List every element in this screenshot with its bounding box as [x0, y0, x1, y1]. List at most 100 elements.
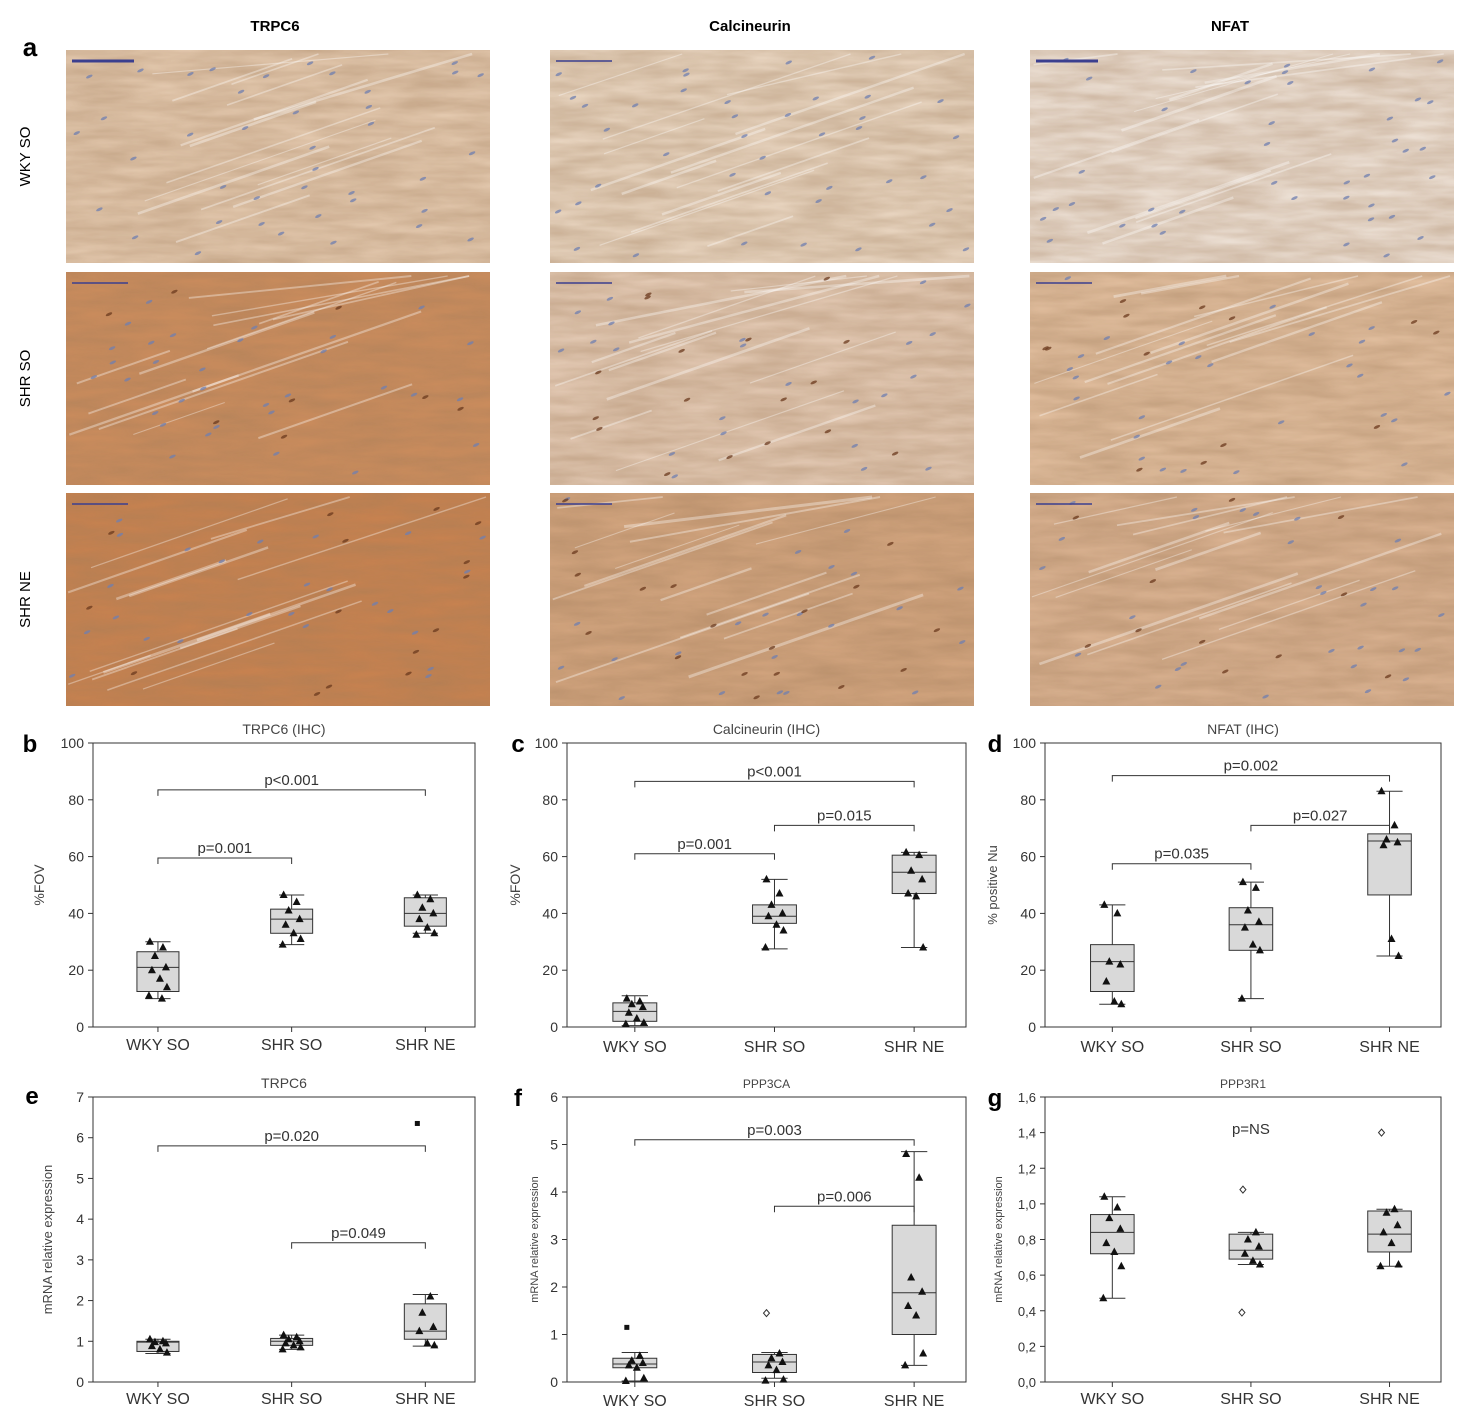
- y-tick-label: 60: [68, 849, 84, 865]
- box: [1367, 833, 1412, 896]
- cell-nucleus: [937, 99, 944, 104]
- y-tick-label: 7: [76, 1089, 84, 1105]
- data-point-triangle: [1243, 1235, 1252, 1243]
- tissue-fiber: [210, 496, 350, 540]
- tissue-fiber: [231, 53, 319, 85]
- cell-nucleus: [159, 422, 167, 427]
- cell-nucleus: [608, 321, 615, 326]
- tissue-fiber: [608, 331, 717, 372]
- cell-nucleus: [671, 474, 678, 479]
- data-point-triangle: [413, 890, 422, 898]
- cell-nucleus: [303, 582, 311, 587]
- row-label: WKY SO: [17, 127, 34, 187]
- comparison-bracket: [291, 1242, 426, 1249]
- cell-nucleus: [419, 176, 427, 181]
- cell-nucleus: [451, 70, 459, 75]
- cell-nucleus: [843, 339, 850, 344]
- data-point-triangle: [1254, 1242, 1263, 1250]
- tissue-fiber: [1223, 496, 1418, 534]
- cell-nucleus: [1239, 508, 1246, 513]
- p-value-label: p=0.015: [817, 807, 872, 824]
- cell-nucleus: [864, 94, 871, 99]
- data-point-triangle: [1110, 1247, 1119, 1255]
- cell-nucleus: [826, 185, 833, 190]
- cell-nucleus: [674, 655, 682, 660]
- cell-nucleus: [472, 442, 480, 447]
- cell-nucleus: [574, 572, 581, 577]
- cell-nucleus: [1320, 591, 1327, 595]
- cell-nucleus: [645, 292, 652, 297]
- cell-nucleus: [145, 299, 153, 304]
- data-point-triangle: [1248, 940, 1257, 948]
- comparison-bracket: [773, 1205, 915, 1213]
- box: [1228, 907, 1274, 951]
- data-point-triangle: [1240, 923, 1249, 931]
- cell-nucleus: [184, 547, 191, 552]
- data-point-triangle: [1117, 999, 1126, 1008]
- data-point-triangle: [918, 874, 927, 883]
- cell-nucleus: [1337, 515, 1345, 520]
- cell-nucleus: [1364, 689, 1372, 694]
- cell-nucleus: [613, 347, 620, 352]
- cell-nucleus: [1340, 592, 1348, 597]
- cell-nucleus: [824, 429, 832, 434]
- tissue-fiber: [90, 498, 288, 569]
- data-point-triangle: [415, 1326, 424, 1335]
- tissue-fiber: [583, 514, 787, 587]
- cell-nucleus: [451, 61, 458, 65]
- cell-nucleus: [302, 624, 310, 629]
- outlier-square: [624, 1324, 630, 1330]
- tissue-fiber: [591, 331, 676, 364]
- cell-nucleus: [554, 209, 562, 214]
- data-point-triangle: [296, 934, 305, 942]
- data-point-triangle: [915, 850, 924, 859]
- data-point-triangle: [1105, 1213, 1114, 1222]
- cell-nucleus: [1133, 434, 1140, 439]
- cell-nucleus: [1388, 214, 1396, 219]
- data-point-triangle: [907, 1273, 916, 1281]
- cell-nucleus: [320, 349, 327, 354]
- data-point-triangle: [1117, 1261, 1126, 1270]
- cell-nucleus: [257, 539, 264, 544]
- tissue-fiber: [237, 496, 487, 581]
- data-point-triangle: [1379, 1227, 1388, 1236]
- comparison-bracket: [773, 824, 915, 832]
- cell-nucleus: [325, 684, 333, 689]
- cell-nucleus: [411, 630, 419, 635]
- cell-nucleus: [219, 184, 227, 189]
- panel-letter: b: [23, 731, 38, 758]
- row-label: SHR NE: [17, 571, 34, 628]
- tissue-fiber: [102, 612, 271, 674]
- cell-nucleus: [237, 338, 244, 343]
- cell-nucleus: [1148, 207, 1155, 212]
- cell-nucleus: [194, 251, 202, 256]
- cell-nucleus: [720, 431, 727, 436]
- y-tick-label: 20: [1020, 962, 1036, 978]
- cell-nucleus: [596, 426, 603, 431]
- cell-nucleus: [1429, 175, 1436, 180]
- cell-nucleus: [463, 569, 471, 574]
- cell-nucleus: [1228, 497, 1236, 502]
- cell-nucleus: [868, 55, 876, 60]
- cell-nucleus: [1154, 684, 1162, 689]
- cell-nucleus: [800, 242, 807, 247]
- cell-nucleus: [367, 121, 375, 126]
- cell-nucleus: [745, 337, 752, 342]
- cell-nucleus: [241, 126, 249, 131]
- data-point-triangle: [1105, 957, 1114, 965]
- cell-nucleus: [1252, 511, 1260, 516]
- y-tick-label: 5: [76, 1170, 84, 1186]
- cell-nucleus: [784, 112, 792, 117]
- tile-texture: [1030, 50, 1454, 263]
- cell-nucleus: [1270, 180, 1278, 185]
- data-point-triangle: [1116, 960, 1125, 968]
- cell-nucleus: [1419, 146, 1426, 151]
- tissue-fiber: [128, 546, 269, 598]
- tissue-fiber: [1211, 301, 1383, 363]
- tissue-fiber: [554, 330, 713, 387]
- cell-nucleus: [573, 246, 581, 251]
- tissue-fiber: [226, 64, 343, 106]
- chart-title: PPP3CA: [743, 1077, 790, 1091]
- cell-nucleus: [1103, 336, 1111, 341]
- cell-nucleus: [1263, 142, 1271, 146]
